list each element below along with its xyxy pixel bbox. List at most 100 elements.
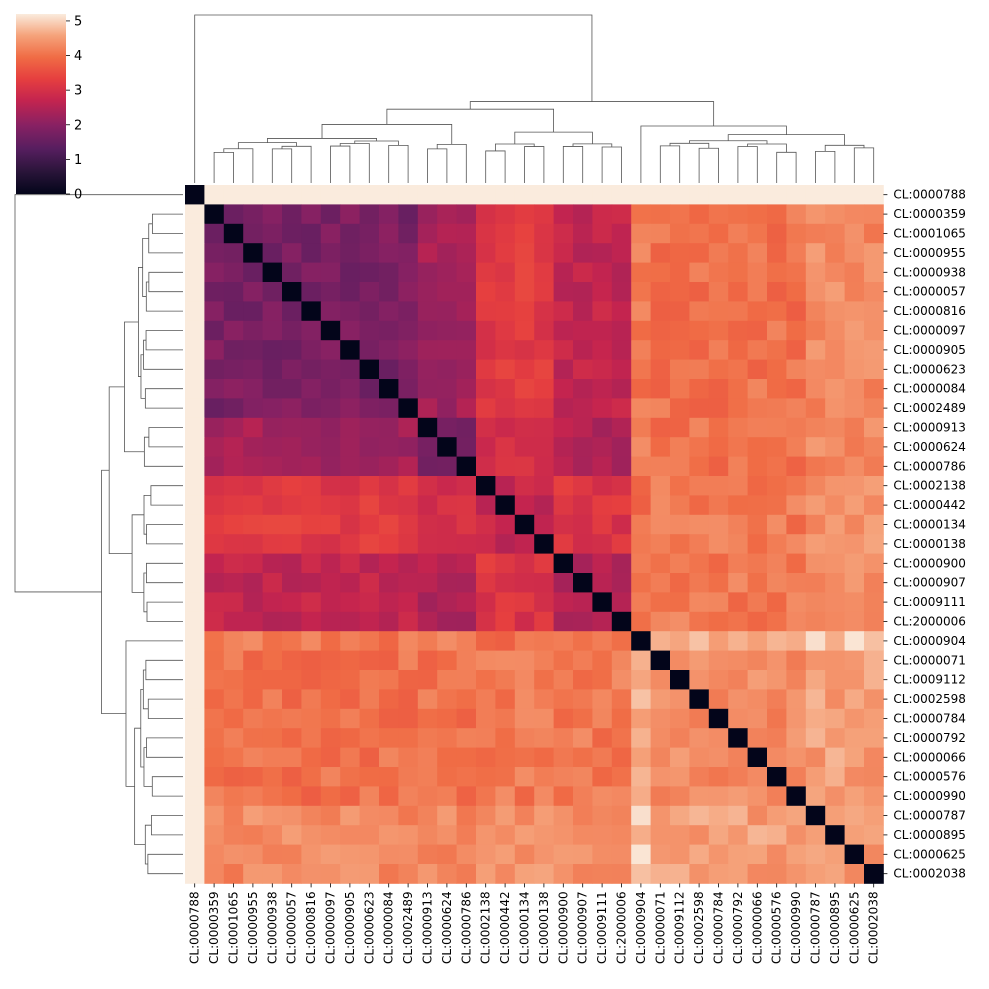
- heatmap-cell: [185, 185, 205, 205]
- heatmap-cell: [689, 592, 710, 613]
- heatmap-cell: [243, 379, 263, 399]
- heatmap-cell: [223, 398, 244, 419]
- heatmap-cell: [437, 573, 457, 593]
- heatmap-cell: [844, 456, 865, 477]
- heatmap-cell: [573, 747, 593, 768]
- heatmap-cell: [495, 359, 516, 380]
- heatmap-cell: [631, 514, 651, 535]
- heatmap-cell: [689, 805, 710, 826]
- heatmap-cell: [320, 340, 341, 360]
- heatmap-cell: [476, 456, 496, 477]
- heatmap-cell: [553, 534, 574, 554]
- heatmap-cell: [553, 747, 574, 768]
- row-tick-label: CL:0000905: [893, 343, 966, 357]
- heatmap-cell: [301, 456, 322, 477]
- heatmap-cell: [398, 708, 419, 729]
- heatmap-cell: [456, 262, 477, 283]
- column-tick-label: CL:0000900: [556, 891, 570, 964]
- heatmap-cell: [514, 204, 535, 225]
- heatmap-cell: [340, 631, 360, 651]
- heatmap-cell: [611, 670, 632, 690]
- row-tick-label: CL:0000138: [893, 537, 966, 551]
- row-tick-label: CL:0000625: [893, 847, 966, 861]
- heatmap-cell: [534, 844, 554, 865]
- dendrogram-link: [146, 524, 183, 545]
- heatmap-cell: [340, 398, 360, 419]
- heatmap-cell: [708, 534, 729, 554]
- heatmap-cell: [573, 611, 593, 632]
- heatmap-cell: [747, 553, 768, 574]
- heatmap-cell: [534, 767, 554, 787]
- heatmap-cell: [728, 534, 748, 554]
- heatmap-cell: [553, 495, 574, 516]
- heatmap-cell: [805, 437, 826, 457]
- column-tick-label: CL:0000071: [653, 891, 667, 964]
- heatmap-cell: [301, 282, 322, 302]
- heatmap-cell: [476, 359, 496, 380]
- heatmap-cell: [747, 689, 768, 710]
- heatmap-cell: [670, 553, 690, 574]
- heatmap-cell: [243, 805, 263, 826]
- heatmap-cell: [592, 534, 613, 554]
- heatmap-cell: [689, 514, 710, 535]
- heatmap-cell: [670, 359, 690, 380]
- row-tick-label: CL:2000006: [893, 615, 966, 629]
- heatmap-cell: [398, 417, 419, 438]
- heatmap-cell: [864, 514, 884, 535]
- heatmap-cell: [553, 185, 574, 205]
- heatmap-cell: [456, 708, 477, 729]
- heatmap-cell: [670, 670, 690, 690]
- heatmap-cell: [767, 340, 787, 360]
- heatmap-cell: [650, 670, 671, 690]
- heatmap-cell: [805, 670, 826, 690]
- heatmap-cell: [514, 786, 535, 807]
- heatmap-cell: [844, 301, 865, 322]
- heatmap-cell: [514, 223, 535, 244]
- heatmap-cell: [767, 611, 787, 632]
- heatmap-cell: [495, 611, 516, 632]
- heatmap-cell: [417, 320, 438, 341]
- heatmap-cell: [223, 844, 244, 865]
- heatmap-cell: [476, 864, 496, 884]
- heatmap-cell: [359, 825, 380, 845]
- heatmap-cell: [747, 825, 768, 845]
- heatmap-cell: [379, 650, 399, 671]
- heatmap-cell: [631, 398, 651, 419]
- heatmap-cell: [786, 805, 807, 826]
- heatmap-cell: [631, 728, 651, 748]
- heatmap-cell: [728, 631, 748, 651]
- heatmap-cell: [844, 844, 865, 865]
- heatmap-cell: [747, 359, 768, 380]
- heatmap-cell: [398, 223, 419, 244]
- heatmap-cell: [573, 825, 593, 845]
- heatmap-cell: [670, 320, 690, 341]
- heatmap-cell: [592, 573, 613, 593]
- row-tick-label: CL:0009111: [893, 595, 966, 609]
- heatmap-cell: [514, 476, 535, 496]
- heatmap-cell: [689, 825, 710, 845]
- heatmap-cell: [864, 243, 884, 263]
- heatmap-cell: [631, 340, 651, 360]
- heatmap-cell: [573, 844, 593, 865]
- heatmap-cell: [456, 689, 477, 710]
- heatmap-cell: [611, 456, 632, 477]
- heatmap-cell: [534, 631, 554, 651]
- heatmap-cell: [379, 359, 399, 380]
- heatmap-cell: [456, 631, 477, 651]
- heatmap-cell: [689, 534, 710, 554]
- heatmap-cell: [262, 534, 283, 554]
- heatmap-cell: [573, 301, 593, 322]
- column-tick-label: CL:0000788: [188, 891, 202, 964]
- heatmap-cell: [689, 456, 710, 477]
- heatmap-cell: [340, 786, 360, 807]
- heatmap-cell: [864, 805, 884, 826]
- dendrogram-link: [824, 144, 865, 152]
- heatmap-cell: [417, 301, 438, 322]
- heatmap-cell: [243, 301, 263, 322]
- heatmap-cell: [553, 805, 574, 826]
- heatmap-cell: [611, 437, 632, 457]
- heatmap-cell: [534, 592, 554, 613]
- heatmap-cell: [805, 592, 826, 613]
- heatmap-cell: [495, 223, 516, 244]
- heatmap-cell: [805, 650, 826, 671]
